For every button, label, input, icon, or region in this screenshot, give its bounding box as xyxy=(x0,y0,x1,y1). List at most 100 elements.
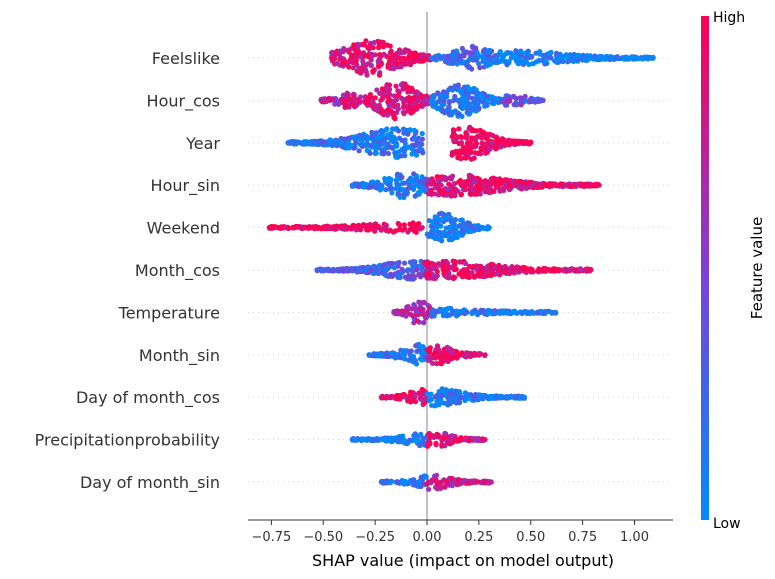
point xyxy=(484,63,490,69)
point xyxy=(516,60,522,66)
point xyxy=(478,307,484,313)
point xyxy=(364,52,370,58)
point xyxy=(402,153,408,159)
point xyxy=(449,355,455,361)
point xyxy=(429,396,435,402)
point xyxy=(498,137,504,143)
point xyxy=(492,266,498,272)
point xyxy=(372,52,378,58)
point xyxy=(421,320,427,326)
point xyxy=(474,312,481,318)
point xyxy=(458,192,464,198)
point xyxy=(370,437,376,443)
point xyxy=(548,55,554,61)
point xyxy=(433,442,439,448)
point xyxy=(310,140,316,146)
point xyxy=(342,98,348,104)
point xyxy=(383,187,389,193)
point xyxy=(456,389,462,395)
point xyxy=(633,55,639,61)
point xyxy=(439,101,445,107)
point xyxy=(427,440,433,446)
point xyxy=(482,142,488,148)
point xyxy=(437,308,443,314)
point xyxy=(361,42,367,48)
point xyxy=(521,185,527,191)
point xyxy=(603,55,609,61)
point xyxy=(371,223,377,230)
point xyxy=(533,182,540,188)
point xyxy=(363,38,369,44)
point xyxy=(451,232,457,238)
swarm-row xyxy=(349,430,488,449)
point xyxy=(434,53,440,59)
point xyxy=(345,139,351,145)
point xyxy=(376,72,383,78)
point xyxy=(301,139,307,145)
point xyxy=(496,393,503,399)
point xyxy=(462,390,468,396)
point xyxy=(419,141,425,147)
point xyxy=(558,181,564,187)
point xyxy=(401,192,407,198)
point xyxy=(425,479,432,485)
point xyxy=(373,103,379,109)
point xyxy=(464,110,470,116)
point xyxy=(370,179,376,185)
point xyxy=(461,353,467,359)
point xyxy=(438,217,444,223)
point xyxy=(522,93,528,100)
point xyxy=(530,61,537,67)
point xyxy=(414,318,420,324)
point xyxy=(331,139,337,145)
point xyxy=(483,265,489,271)
point xyxy=(420,435,426,441)
point xyxy=(457,177,464,184)
point xyxy=(411,171,417,177)
point xyxy=(454,308,460,314)
point xyxy=(394,61,400,67)
point xyxy=(442,306,448,313)
point xyxy=(450,127,456,133)
point xyxy=(517,394,524,400)
point xyxy=(432,403,438,409)
point xyxy=(442,478,448,484)
point xyxy=(479,135,485,141)
point xyxy=(431,478,437,484)
point xyxy=(457,259,463,265)
point xyxy=(650,55,656,61)
point xyxy=(499,55,505,61)
point xyxy=(476,61,482,67)
point xyxy=(440,262,446,268)
x-tick-label: 1.00 xyxy=(620,530,649,545)
point xyxy=(458,134,464,140)
point xyxy=(503,51,509,57)
point xyxy=(462,261,469,267)
point xyxy=(418,188,424,194)
point xyxy=(438,55,444,62)
point xyxy=(567,58,573,64)
point xyxy=(485,53,491,59)
point xyxy=(364,100,370,106)
point xyxy=(345,91,351,97)
point xyxy=(435,483,441,489)
point xyxy=(402,260,408,266)
point xyxy=(423,96,429,102)
point xyxy=(482,437,488,443)
point xyxy=(387,55,393,61)
point xyxy=(388,439,394,445)
point xyxy=(609,55,616,61)
point xyxy=(498,144,504,150)
point xyxy=(454,351,460,357)
point xyxy=(485,309,491,316)
point xyxy=(270,225,276,231)
point xyxy=(440,266,446,272)
point xyxy=(483,135,489,141)
point xyxy=(394,97,400,103)
point xyxy=(474,479,480,485)
point xyxy=(428,354,434,361)
point xyxy=(529,54,535,60)
point xyxy=(460,271,466,277)
point xyxy=(362,222,368,228)
point xyxy=(532,99,538,105)
